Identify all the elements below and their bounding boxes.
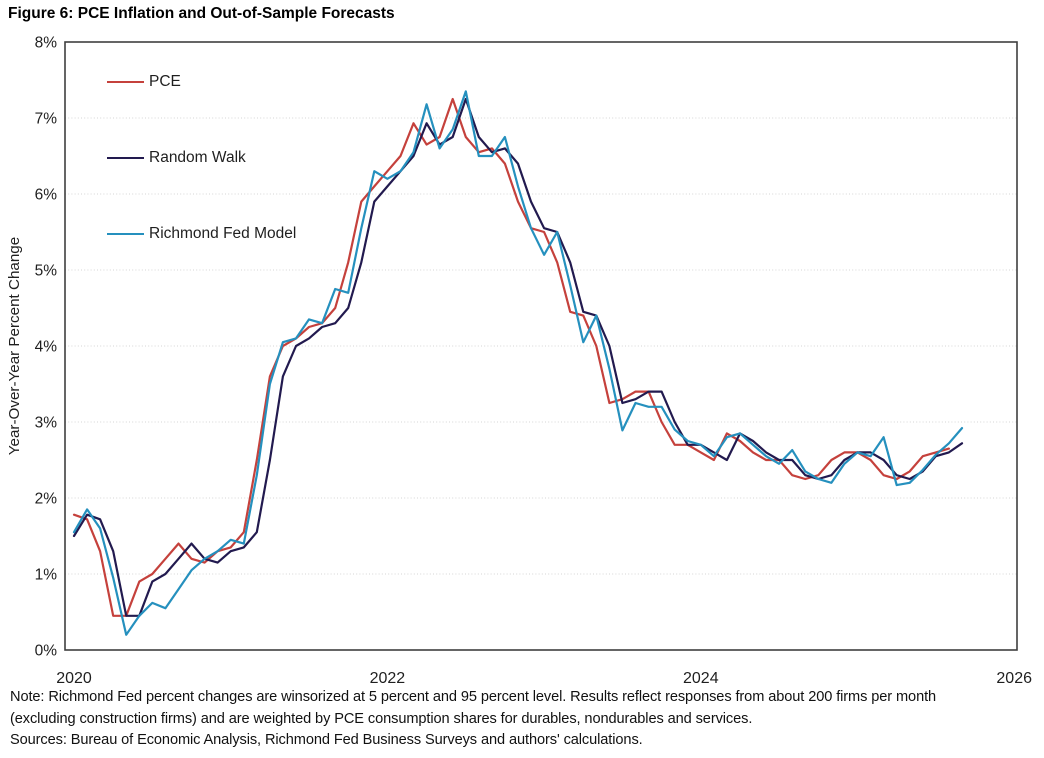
legend-label: Richmond Fed Model: [149, 225, 297, 242]
y-tick-label: 0%: [35, 643, 58, 660]
figure-notes: Note: Richmond Fed percent changes are w…: [10, 687, 936, 752]
legend-label: PCE: [149, 73, 181, 90]
legend-label: Random Walk: [149, 149, 246, 166]
y-tick-label: 7%: [35, 111, 58, 128]
y-tick-label: 8%: [35, 35, 58, 52]
legend-item-random-walk: Random Walk: [107, 147, 296, 169]
y-tick-label: 1%: [35, 567, 58, 584]
x-tick-label: 2022: [370, 670, 406, 687]
legend-line-swatch: [107, 233, 144, 235]
y-tick-label: 4%: [35, 339, 58, 356]
plot-frame: [64, 41, 1018, 651]
legend-line-swatch: [107, 157, 144, 159]
y-tick-label: 6%: [35, 187, 58, 204]
note-line-1: Note: Richmond Fed percent changes are w…: [10, 689, 937, 705]
y-tick-label: 5%: [35, 263, 58, 280]
chart-legend: PCE Random Walk Richmond Fed Model: [107, 71, 296, 299]
legend-line-swatch: [107, 81, 144, 83]
x-tick-label: 2024: [683, 670, 719, 687]
note-line-2: (excluding construction firms) and are w…: [10, 710, 753, 727]
y-tick-label: 3%: [35, 415, 58, 432]
series-line-richmond-fed-model: [72, 90, 964, 636]
legend-item-pce: PCE: [107, 71, 296, 93]
y-tick-label: 2%: [35, 491, 58, 508]
figure-title: Figure 6: PCE Inflation and Out-of-Sampl…: [8, 5, 395, 22]
legend-item-richmond-fed-model: Richmond Fed Model: [107, 223, 296, 245]
sources-line: Sources: Bureau of Economic Analysis, Ri…: [10, 732, 643, 749]
x-tick-label: 2026: [996, 670, 1032, 687]
x-tick-label: 2020: [56, 670, 92, 687]
